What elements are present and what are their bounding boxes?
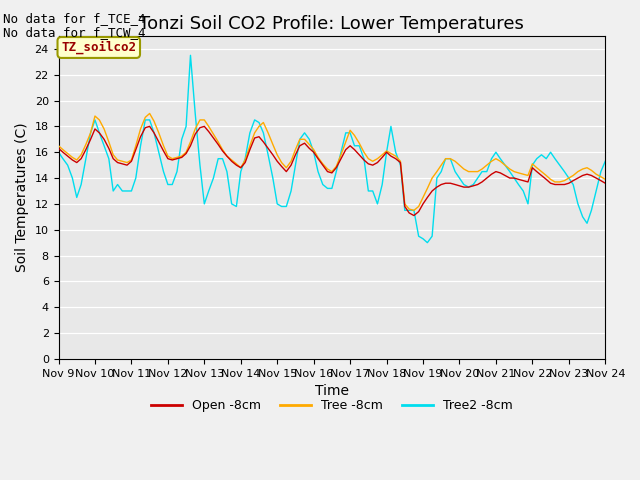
Tree -8cm xyxy=(433,168,441,174)
Text: TZ_soilco2: TZ_soilco2 xyxy=(61,41,136,54)
Open -8cm xyxy=(109,156,117,162)
Open -8cm xyxy=(401,204,408,209)
Open -8cm xyxy=(292,152,300,158)
Tree2 -8cm xyxy=(424,240,431,246)
Open -8cm xyxy=(433,184,441,190)
Line: Tree -8cm: Tree -8cm xyxy=(58,113,605,210)
Tree -8cm xyxy=(574,168,582,174)
Y-axis label: Soil Temperatures (C): Soil Temperatures (C) xyxy=(15,122,29,272)
Tree -8cm xyxy=(410,207,418,213)
Tree -8cm xyxy=(292,147,300,153)
Tree -8cm xyxy=(401,201,408,207)
Open -8cm xyxy=(146,123,154,129)
Open -8cm xyxy=(410,213,418,218)
Tree2 -8cm xyxy=(433,175,441,181)
Tree -8cm xyxy=(54,143,62,149)
Tree -8cm xyxy=(146,110,154,116)
X-axis label: Time: Time xyxy=(315,384,349,398)
Legend: Open -8cm, Tree -8cm, Tree2 -8cm: Open -8cm, Tree -8cm, Tree2 -8cm xyxy=(146,394,518,417)
Line: Open -8cm: Open -8cm xyxy=(58,126,605,216)
Text: No data for f_TCE_4: No data for f_TCE_4 xyxy=(3,12,146,25)
Text: No data for f_TCW_4: No data for f_TCW_4 xyxy=(3,26,146,39)
Line: Tree2 -8cm: Tree2 -8cm xyxy=(58,55,605,243)
Tree2 -8cm xyxy=(574,201,582,207)
Tree2 -8cm xyxy=(602,158,609,164)
Open -8cm xyxy=(187,143,195,149)
Tree -8cm xyxy=(187,139,195,145)
Tree2 -8cm xyxy=(292,162,300,168)
Tree2 -8cm xyxy=(109,188,117,194)
Tree2 -8cm xyxy=(182,123,190,129)
Tree2 -8cm xyxy=(401,207,408,213)
Open -8cm xyxy=(574,175,582,181)
Tree -8cm xyxy=(109,152,117,158)
Open -8cm xyxy=(602,180,609,186)
Title: Tonzi Soil CO2 Profile: Lower Temperatures: Tonzi Soil CO2 Profile: Lower Temperatur… xyxy=(140,15,524,33)
Tree2 -8cm xyxy=(54,149,62,155)
Tree -8cm xyxy=(602,177,609,182)
Tree2 -8cm xyxy=(187,52,195,58)
Open -8cm xyxy=(54,145,62,151)
